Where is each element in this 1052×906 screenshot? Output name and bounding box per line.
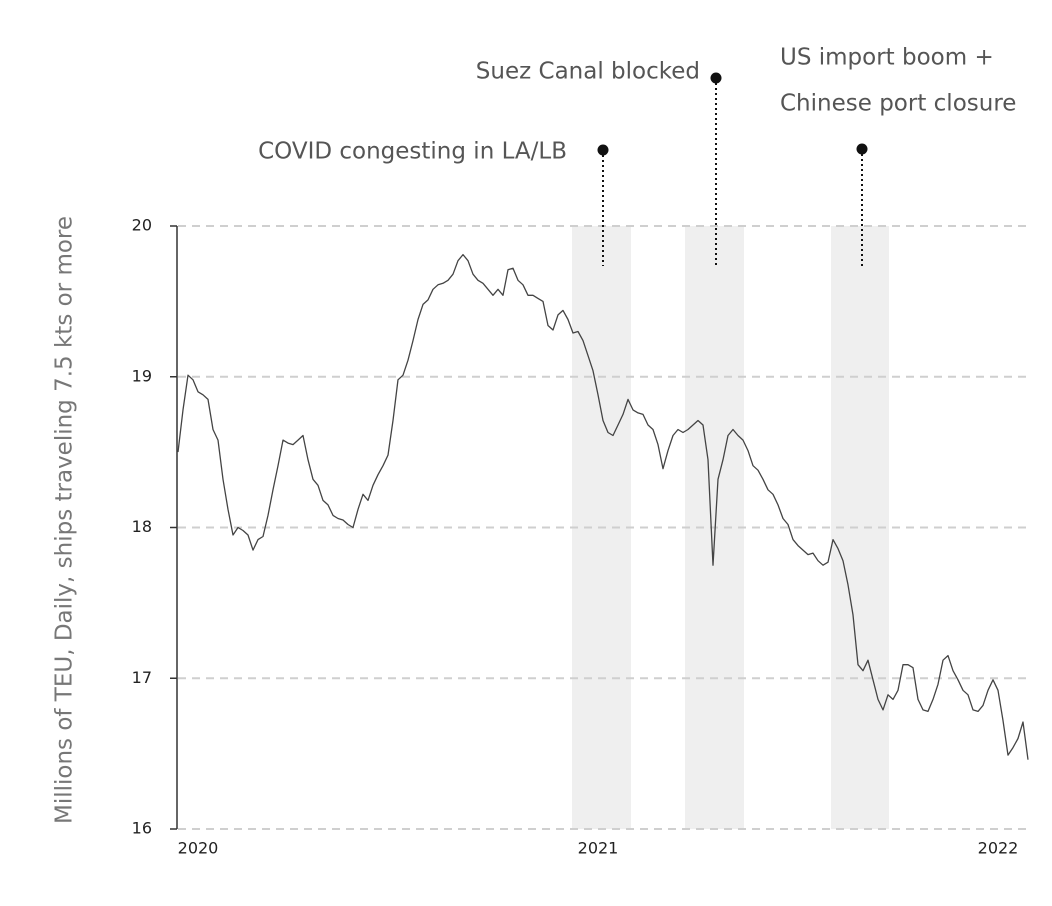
y-axis-label: Millions of TEU, Daily, ships traveling … [52, 216, 78, 824]
annotation-dot [710, 72, 722, 84]
x-tick-label: 2020 [178, 839, 219, 858]
annotation-text: COVID congesting in LA/LB [258, 139, 567, 165]
y-tick-label: 20 [132, 216, 152, 235]
y-tick-label: 17 [132, 668, 152, 687]
annotation-dot [856, 143, 868, 155]
annotation-text: Chinese port closure [780, 91, 1016, 117]
y-tick-label: 19 [132, 366, 152, 385]
x-tick-label: 2021 [578, 839, 619, 858]
annotation-text: US import boom + [780, 45, 994, 71]
annotation-dot [597, 144, 609, 156]
series-line [177, 253, 1029, 760]
annotation-text: Suez Canal blocked [476, 59, 700, 85]
y-tick-label: 16 [132, 819, 152, 838]
x-tick-label: 2022 [978, 839, 1019, 858]
y-tick-label: 18 [132, 517, 152, 536]
